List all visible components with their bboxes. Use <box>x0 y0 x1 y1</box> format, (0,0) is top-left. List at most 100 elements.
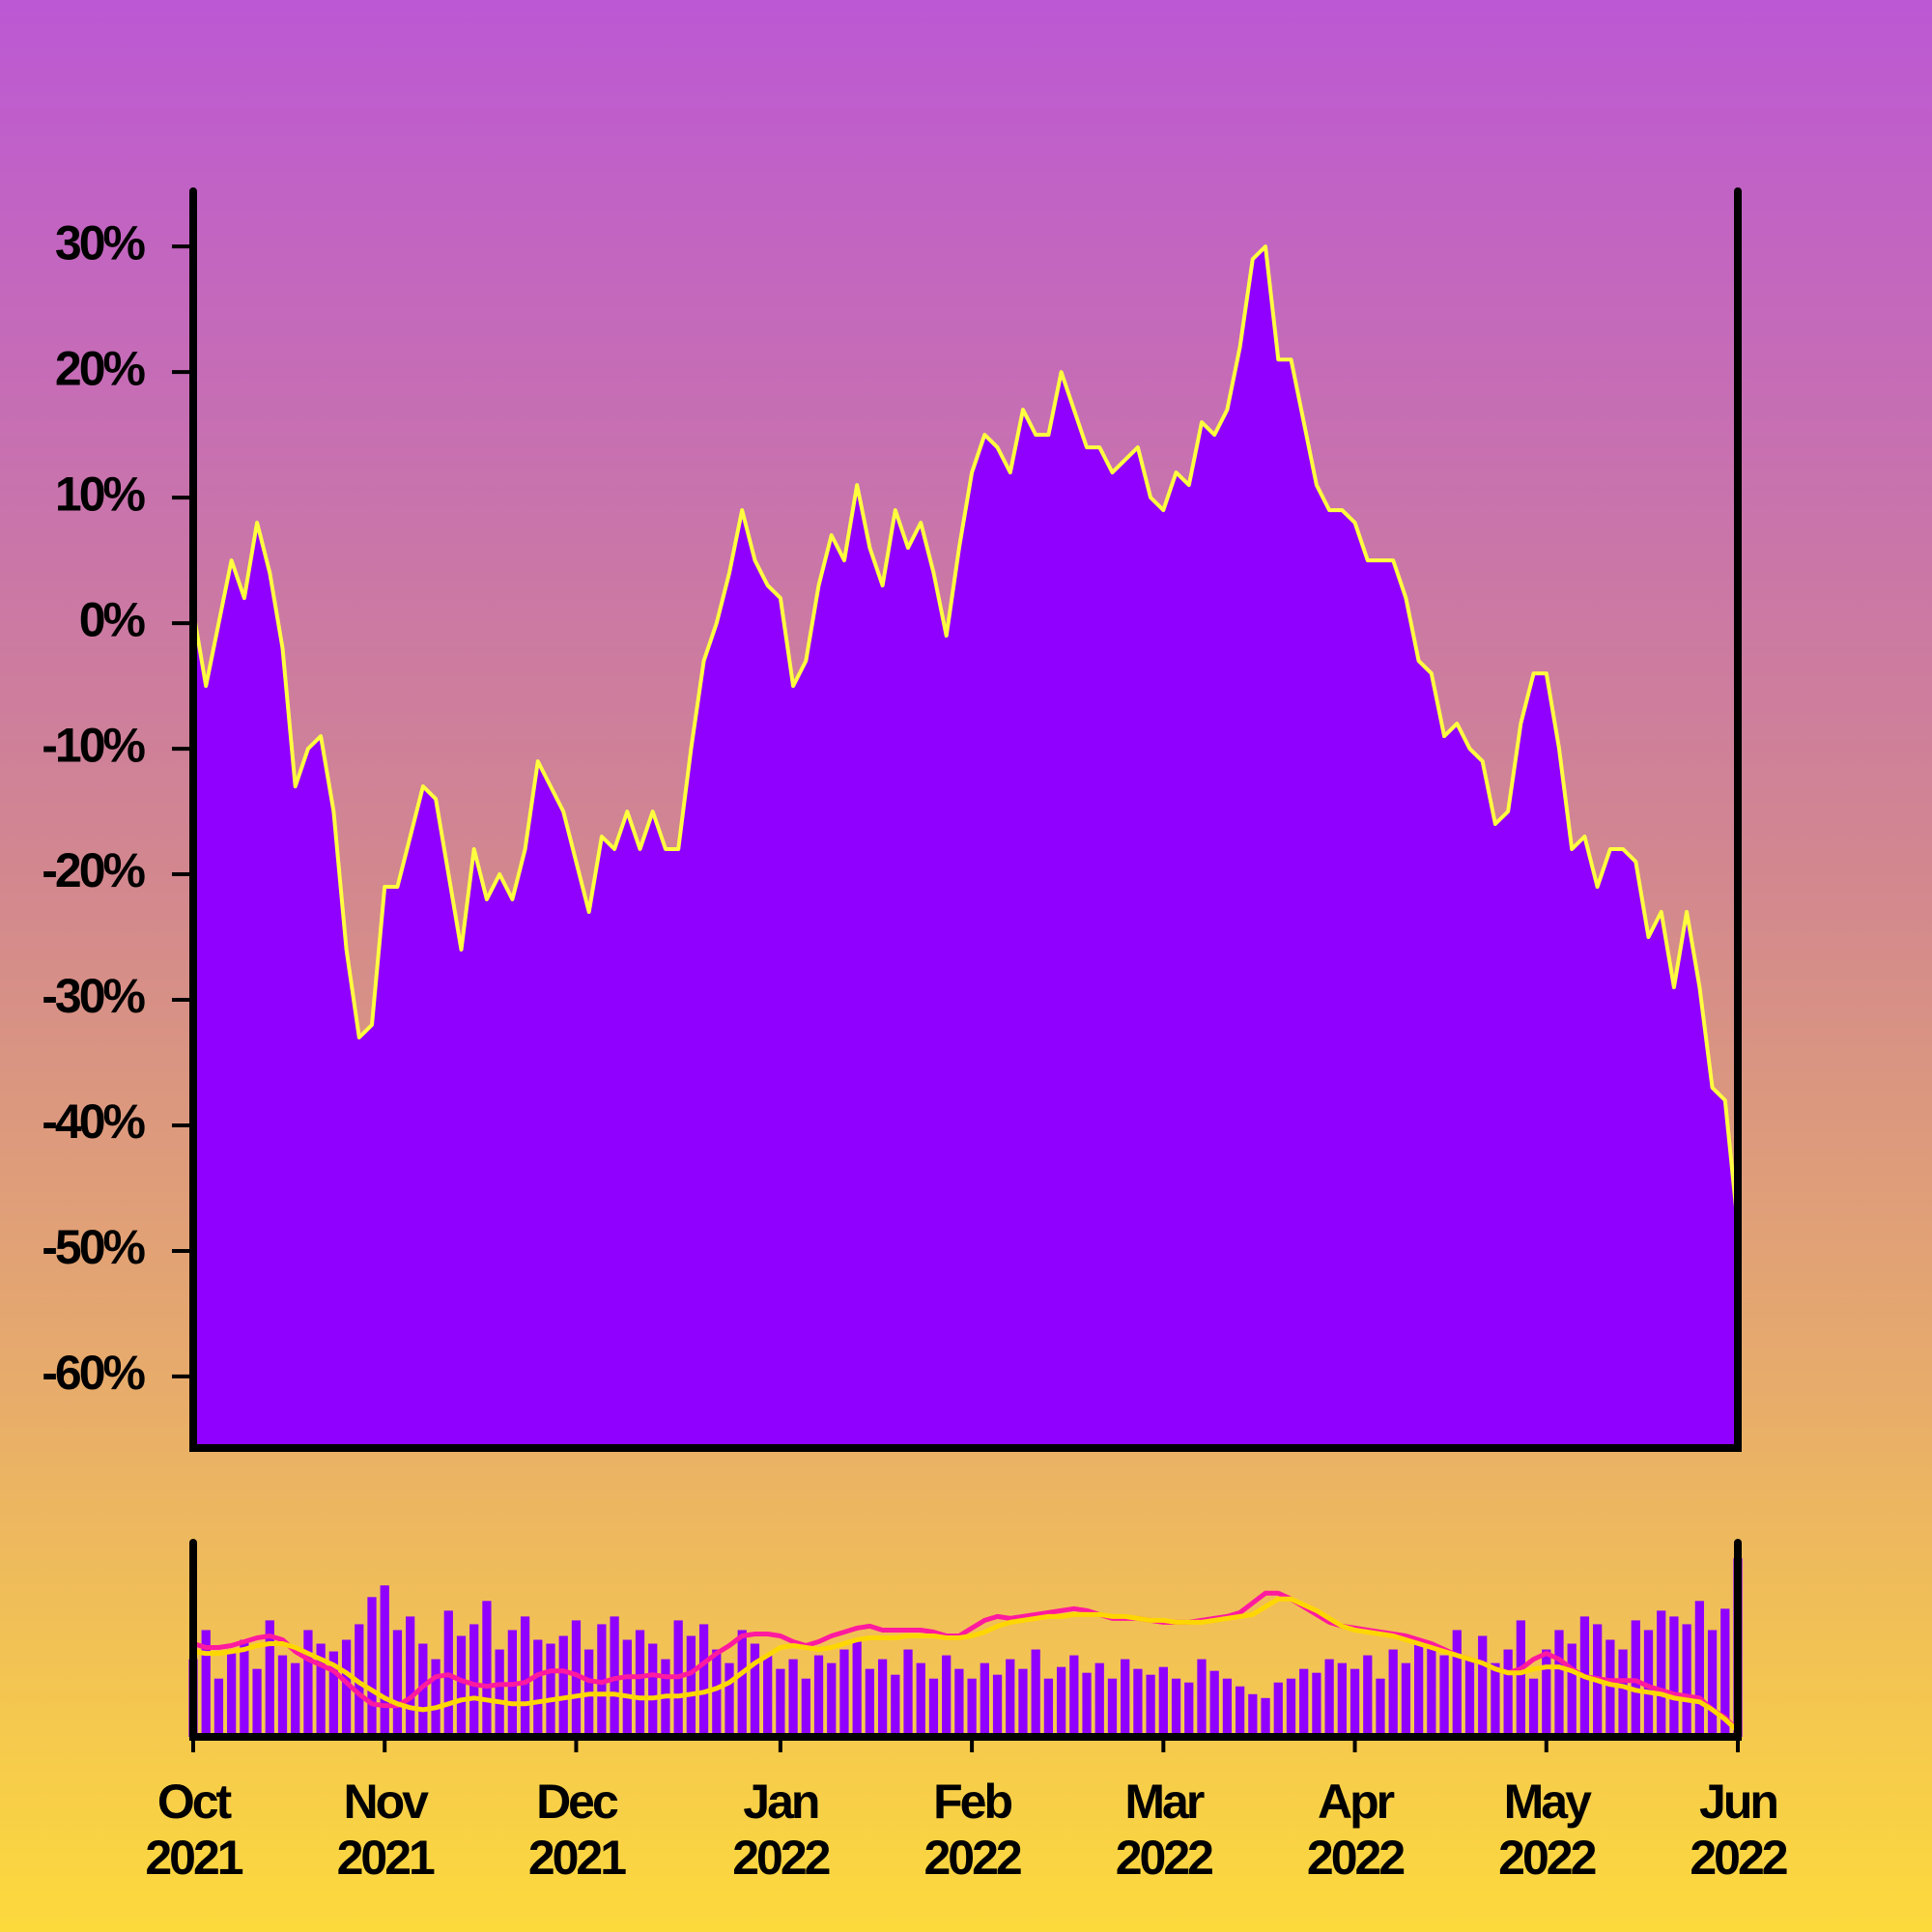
volume-bar <box>1657 1610 1666 1737</box>
axis-frame <box>189 1539 1742 1741</box>
volume-bar <box>1605 1639 1615 1737</box>
volume-bar <box>1694 1601 1704 1737</box>
volume-bar <box>1452 1630 1462 1737</box>
volume-bar <box>750 1643 760 1737</box>
volume-bar <box>1248 1693 1258 1737</box>
volume-bar <box>776 1668 785 1737</box>
volume-bar <box>1503 1649 1513 1737</box>
volume-bar <box>546 1643 555 1737</box>
volume-bar <box>1146 1674 1155 1737</box>
volume-bar <box>622 1639 632 1737</box>
y-tick-label: -60% <box>42 1346 145 1400</box>
volume-bar <box>1006 1659 1015 1737</box>
volume-bar <box>1363 1655 1373 1737</box>
volume-bar <box>1094 1662 1104 1737</box>
volume-bar <box>265 1620 274 1737</box>
x-tick-label: Mar 2022 <box>1115 1775 1214 1885</box>
volume-bar <box>724 1662 734 1737</box>
volume-bar <box>1273 1682 1283 1737</box>
x-tick-label: May 2022 <box>1498 1775 1597 1885</box>
volume-bar <box>418 1643 428 1737</box>
volume-bar <box>1235 1686 1245 1737</box>
y-tick-label: -40% <box>42 1094 145 1149</box>
volume-bar <box>1542 1649 1551 1737</box>
volume-bar <box>1720 1608 1730 1737</box>
x-tick-label: Nov 2021 <box>336 1775 436 1885</box>
volume-bar <box>788 1659 798 1737</box>
volume-bar <box>1018 1668 1028 1737</box>
volume-bar <box>1439 1655 1449 1737</box>
volume-bar <box>1669 1616 1679 1737</box>
volume-bar <box>1261 1697 1270 1737</box>
volume-bar <box>240 1639 249 1737</box>
volume-bar <box>967 1678 977 1737</box>
volume-bar <box>1491 1662 1500 1737</box>
volume-bar <box>1376 1678 1385 1737</box>
x-tick-label: Feb 2022 <box>923 1775 1022 1885</box>
volume-bar <box>1388 1649 1398 1737</box>
x-tick-label: Dec 2021 <box>527 1775 627 1885</box>
volume-bar <box>1056 1666 1066 1737</box>
volume-bar <box>1107 1678 1118 1737</box>
volume-bar <box>1158 1666 1168 1737</box>
volume-bar <box>1121 1659 1130 1737</box>
y-tick-label: -20% <box>42 843 145 897</box>
volume-bar <box>1567 1643 1577 1737</box>
volume-bar <box>1401 1662 1411 1737</box>
volume-bar <box>1528 1678 1539 1737</box>
volume-bar <box>1414 1639 1424 1737</box>
volume-bar <box>1069 1655 1079 1737</box>
y-tick-label: -10% <box>42 718 145 772</box>
x-tick-label: Oct 2021 <box>145 1775 243 1885</box>
volume-bar <box>303 1630 313 1737</box>
volume-bar <box>801 1678 810 1737</box>
volume-bar <box>456 1635 467 1737</box>
volume-bar <box>1171 1678 1181 1737</box>
volume-bar <box>482 1601 492 1737</box>
volume-bar <box>431 1659 440 1737</box>
line <box>191 244 1740 1227</box>
volume-bar <box>712 1649 722 1737</box>
volume-bar <box>367 1597 377 1737</box>
x-tick-label: Apr 2022 <box>1306 1775 1406 1885</box>
volume-bar <box>277 1655 288 1737</box>
volume-bar <box>1184 1682 1194 1737</box>
y-tick-label: -30% <box>42 969 145 1023</box>
volume-bar <box>916 1662 925 1737</box>
volume-bar <box>213 1678 224 1737</box>
moving-average-line <box>192 1596 1740 1733</box>
volume-bar <box>686 1635 696 1737</box>
volume-bar <box>903 1649 913 1737</box>
volume-bar <box>1312 1672 1321 1737</box>
volume-bar <box>763 1655 773 1737</box>
volume-bar <box>1707 1630 1718 1737</box>
volume-bar <box>469 1624 479 1737</box>
volume-bar <box>813 1655 824 1737</box>
volume-bar <box>954 1668 964 1737</box>
volume-bar <box>1554 1630 1564 1737</box>
volume-bar <box>648 1643 658 1737</box>
axis-frame <box>189 187 1742 1452</box>
volume-bar <box>877 1659 888 1737</box>
y-tick-label: -50% <box>42 1220 145 1274</box>
volume-bar <box>635 1630 645 1737</box>
volume-bar <box>1337 1662 1347 1737</box>
volume-bar <box>865 1668 875 1737</box>
volume-bar <box>1133 1668 1143 1737</box>
volume-bar <box>1209 1670 1219 1737</box>
volume-bar <box>571 1620 582 1737</box>
volume-bar <box>980 1662 989 1737</box>
volume-bar <box>698 1624 709 1737</box>
volume-bar <box>1197 1659 1207 1737</box>
volume-bar <box>1031 1649 1040 1737</box>
volume-bar <box>520 1616 530 1737</box>
volume-bar <box>942 1655 952 1737</box>
volume-bar <box>495 1649 504 1737</box>
volume-bar <box>852 1639 862 1737</box>
volume-bar <box>1478 1635 1488 1737</box>
volume-bar <box>380 1585 389 1737</box>
volume-bar <box>839 1649 849 1737</box>
volume-bar <box>252 1668 262 1737</box>
volume-bar <box>1464 1659 1475 1737</box>
